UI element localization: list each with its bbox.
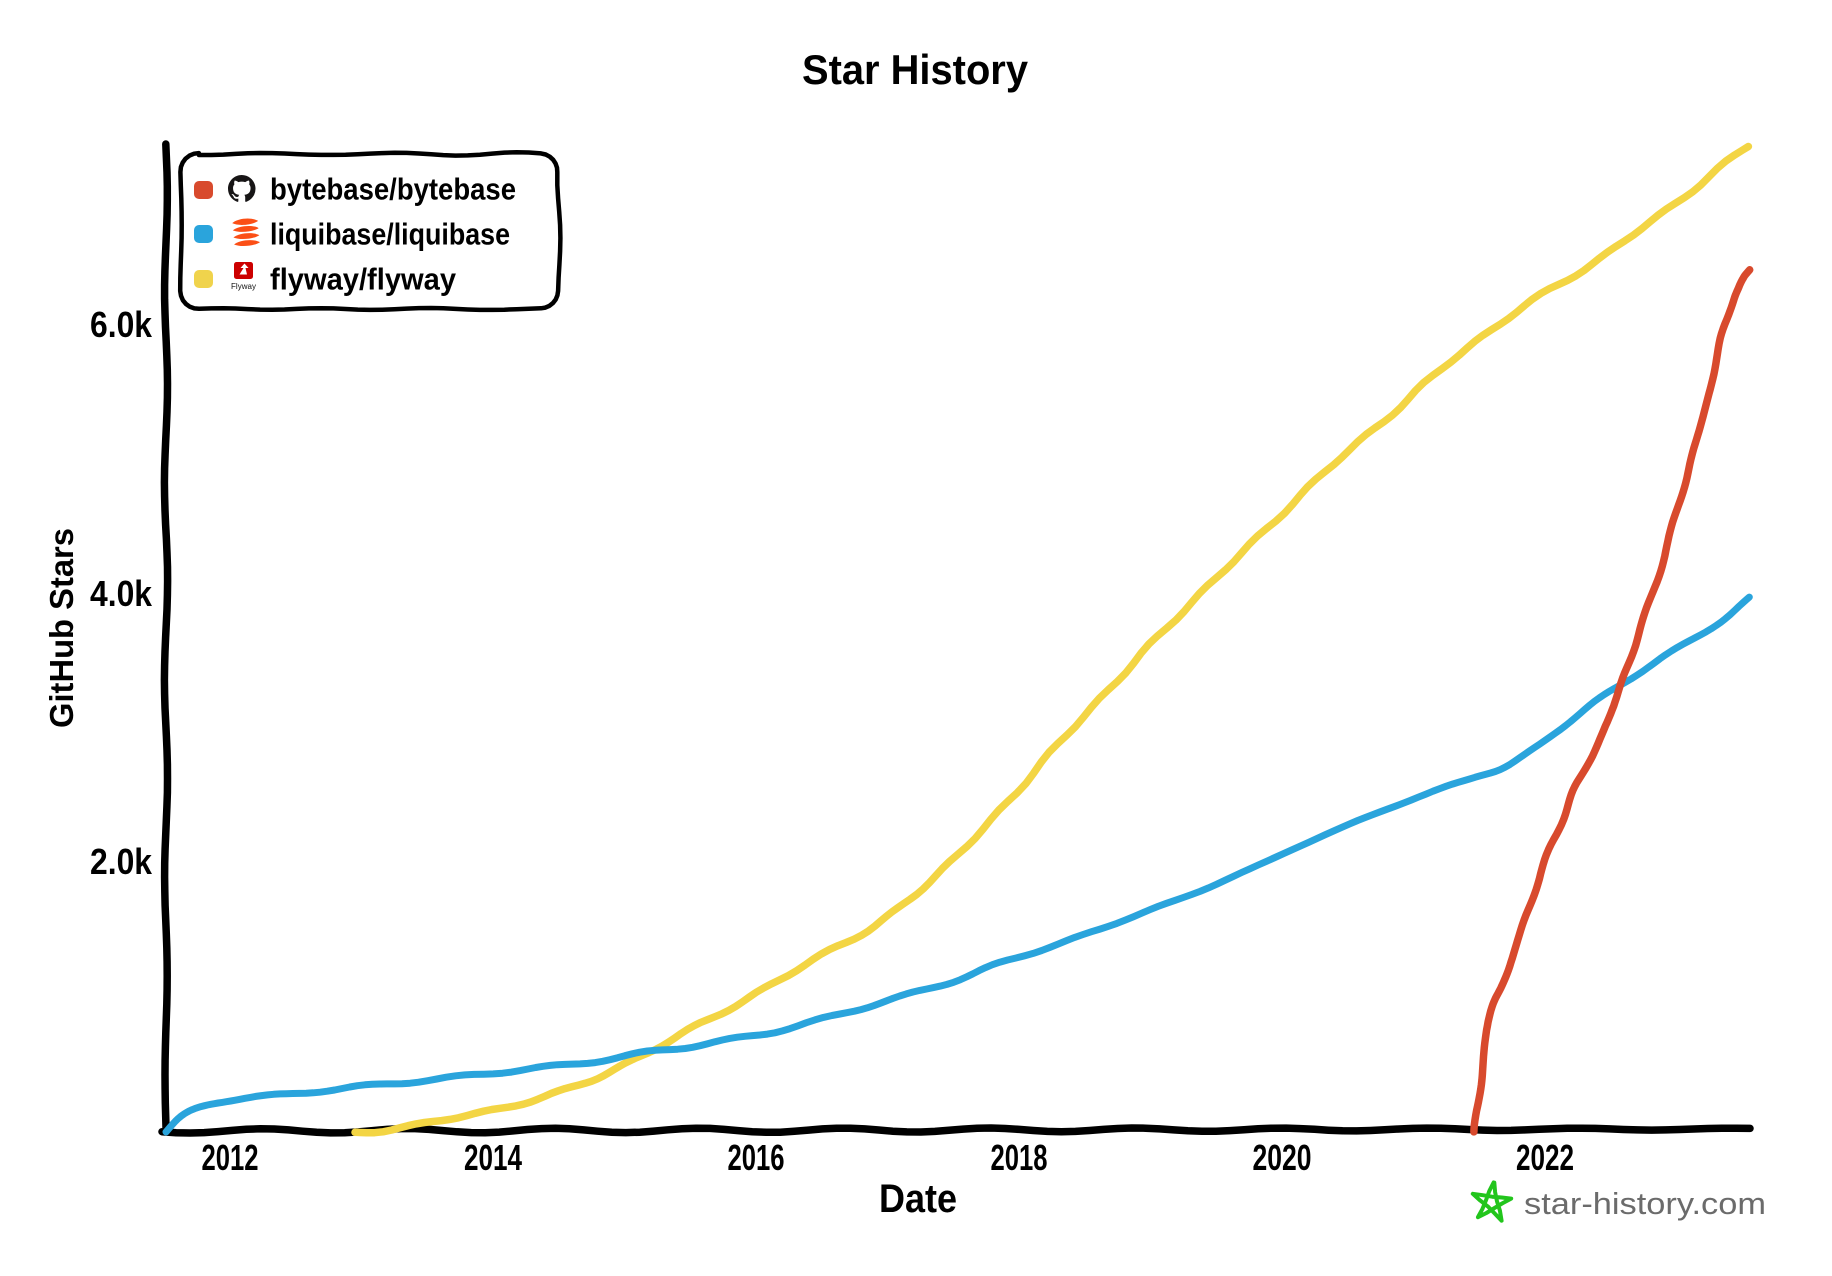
svg-text:Date: Date [879,1177,957,1221]
svg-text:liquibase/liquibase: liquibase/liquibase [270,217,510,252]
svg-text:2018: 2018 [991,1137,1048,1178]
svg-text:6.0k: 6.0k [90,304,153,345]
svg-text:2014: 2014 [464,1137,522,1178]
svg-text:2022: 2022 [1516,1137,1574,1178]
svg-text:2012: 2012 [202,1137,259,1178]
svg-text:2.0k: 2.0k [90,841,153,882]
svg-text:bytebase/bytebase: bytebase/bytebase [270,172,516,207]
svg-text:GitHub Stars: GitHub Stars [43,528,80,728]
svg-text:Flyway: Flyway [231,282,256,291]
svg-text:star-history.com: star-history.com [1524,1186,1766,1221]
svg-text:4.0k: 4.0k [90,573,153,614]
svg-text:flyway/flyway: flyway/flyway [270,262,457,297]
svg-text:Star History: Star History [802,46,1029,93]
svg-text:2016: 2016 [728,1137,785,1178]
svg-text:2020: 2020 [1253,1137,1312,1178]
